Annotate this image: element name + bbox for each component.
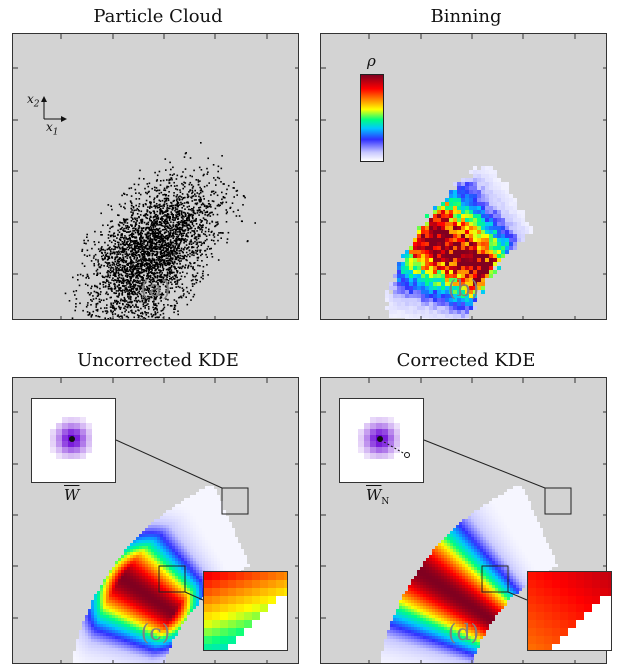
kernel-pixels	[50, 417, 92, 459]
panel-particle-cloud: x2 x1 (a)	[12, 33, 299, 320]
zoom-pixels	[204, 572, 287, 650]
zoom-image-d	[528, 572, 611, 650]
bins	[385, 166, 533, 319]
x1-axis-label: x1	[46, 120, 59, 138]
title-binning: Binning	[430, 6, 502, 27]
panel-label-d: (d)	[447, 621, 480, 646]
kernel-label-c: W	[64, 486, 80, 504]
zoom-inset-c	[203, 571, 288, 651]
particle-cloud-plot	[13, 34, 298, 319]
kernel-image-normalized	[358, 417, 410, 459]
kde-field	[73, 486, 250, 663]
panel-label-b: (b)	[447, 277, 480, 302]
title-uncorrected-kde: Uncorrected KDE	[77, 350, 239, 371]
kernel-label-d: WN	[366, 486, 390, 507]
zoom-image-c	[204, 572, 287, 650]
kernel-image	[50, 417, 92, 459]
zoom-inset-d	[527, 571, 612, 651]
binning-plot	[321, 34, 606, 319]
zoom-pixels	[528, 572, 611, 650]
panel-binning: ρ (b)	[320, 33, 607, 320]
colorbar-label: ρ	[367, 52, 376, 70]
axes-arrow-icon	[41, 96, 67, 122]
corrected-kde-plot	[321, 378, 606, 663]
kernel-inset-d	[339, 398, 424, 483]
uncorrected-kde-plot	[13, 378, 298, 663]
kde-field	[381, 486, 558, 663]
title-corrected-kde: Corrected KDE	[396, 350, 536, 371]
panel-label-c: (c)	[140, 621, 171, 646]
kernel-inset-c	[31, 398, 116, 483]
particles	[64, 142, 256, 319]
title-particle-cloud: Particle Cloud	[93, 6, 223, 27]
x2-axis-label: x2	[27, 92, 40, 110]
kernel-pixels	[358, 417, 400, 459]
colormap-colorbar	[360, 74, 384, 162]
panel-label-a: (a)	[140, 277, 171, 302]
